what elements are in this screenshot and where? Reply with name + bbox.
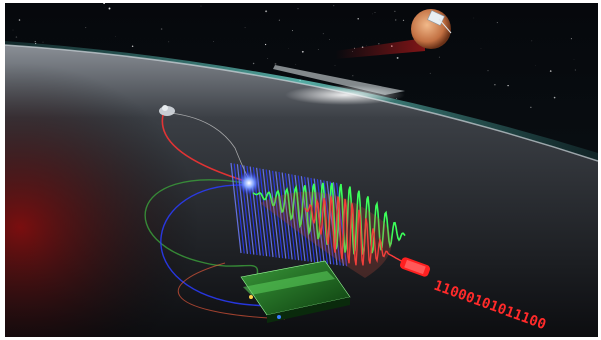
laser-uplink-beam <box>335 38 425 59</box>
star <box>42 41 44 43</box>
star <box>15 36 18 38</box>
star <box>334 65 336 66</box>
star <box>85 27 87 29</box>
star <box>438 56 440 58</box>
star <box>531 40 533 42</box>
star <box>374 11 376 14</box>
grating-line <box>272 170 284 259</box>
star <box>265 10 268 13</box>
star <box>213 41 214 42</box>
star <box>530 106 532 108</box>
star <box>402 19 405 22</box>
star <box>34 41 36 43</box>
star <box>333 5 335 7</box>
grating-line <box>278 171 290 260</box>
star <box>549 70 552 72</box>
star <box>329 38 330 40</box>
star <box>507 84 509 87</box>
grating-line <box>230 162 242 254</box>
grating-line <box>259 168 271 257</box>
star <box>372 13 373 15</box>
star <box>267 58 269 59</box>
star <box>394 19 397 21</box>
grating-line <box>262 168 274 258</box>
star <box>108 7 111 10</box>
star <box>396 56 399 59</box>
star <box>494 84 496 86</box>
star <box>200 5 202 7</box>
star <box>291 30 294 32</box>
star <box>278 19 280 21</box>
star <box>18 19 21 21</box>
star <box>378 43 380 45</box>
star <box>570 38 572 40</box>
grating-line <box>329 181 341 266</box>
star <box>357 18 359 20</box>
star <box>168 41 170 43</box>
star <box>574 69 576 71</box>
star <box>487 69 489 72</box>
red-wave <box>304 196 406 266</box>
star <box>352 75 354 77</box>
star <box>480 48 482 49</box>
star <box>131 45 134 48</box>
photon-source <box>237 171 261 195</box>
star <box>244 27 246 29</box>
fiber-coupler <box>399 257 431 277</box>
grating-line <box>268 170 280 258</box>
grating-line <box>297 175 309 262</box>
star <box>301 50 304 53</box>
green-plates <box>240 260 351 323</box>
star <box>534 65 536 66</box>
star <box>322 33 324 35</box>
star <box>429 72 431 74</box>
star <box>297 8 299 10</box>
grating-line <box>288 173 300 261</box>
star <box>553 96 556 99</box>
grating-line <box>275 171 287 259</box>
star <box>317 49 319 50</box>
grating-line <box>291 174 303 261</box>
satellite-icon <box>427 10 452 34</box>
grating-line <box>265 169 277 258</box>
star <box>366 45 368 46</box>
star <box>496 22 498 24</box>
wave-glow <box>260 191 392 278</box>
quantum-communication-illustration: 11000101011100 <box>5 3 598 337</box>
star <box>473 17 475 19</box>
star <box>264 43 267 46</box>
grating-line <box>281 172 293 260</box>
star <box>394 10 396 12</box>
star <box>12 29 14 31</box>
grating-line <box>233 163 245 254</box>
light-streak <box>273 65 405 95</box>
star <box>103 3 105 5</box>
star <box>104 6 106 8</box>
star <box>160 28 163 30</box>
